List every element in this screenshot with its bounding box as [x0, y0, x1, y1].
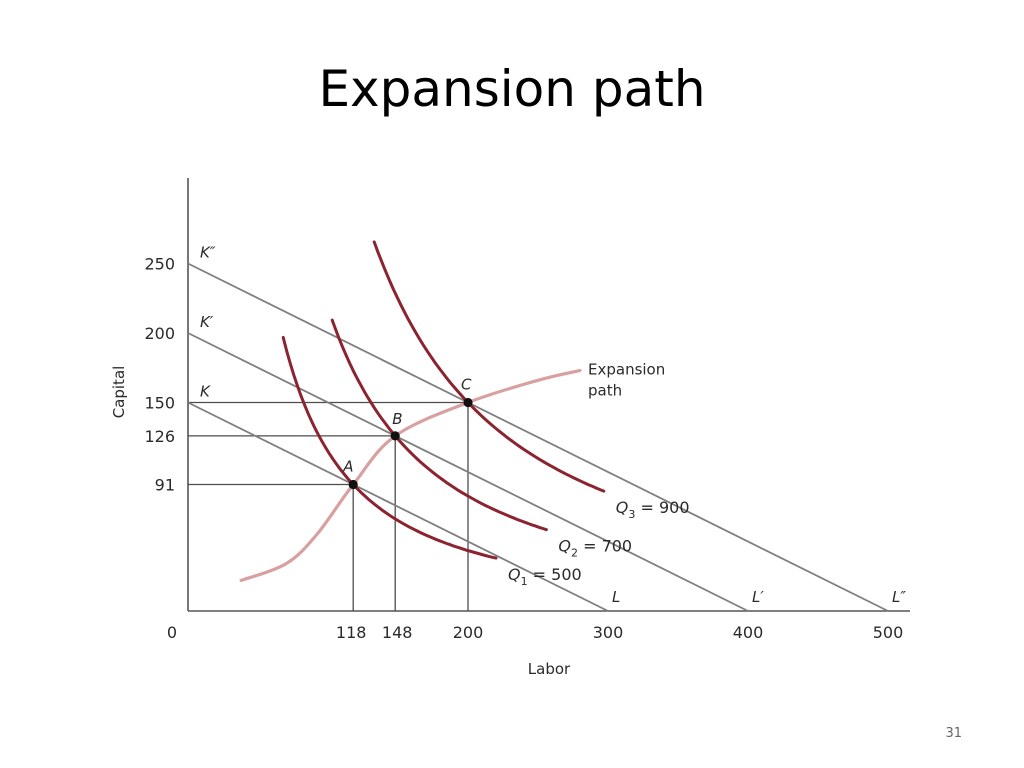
x-tick-label: 118: [336, 623, 367, 642]
drop-line: [188, 435, 396, 611]
equilibrium-points: [348, 397, 473, 490]
point-label-c: C: [461, 376, 472, 394]
drop-line: [188, 401, 469, 611]
expansion-path-group: [239, 368, 582, 583]
page-number: 31: [945, 726, 962, 741]
isocost-l-label: L″: [892, 588, 906, 606]
y-tick-label: 91: [155, 476, 175, 495]
isocost-line: [187, 401, 609, 612]
expansion-path-label: path: [588, 382, 622, 400]
y-tick-label: 150: [144, 394, 175, 413]
point-c: [463, 397, 473, 408]
origin-label: 0: [167, 623, 177, 642]
point-label-b: B: [392, 410, 402, 428]
x-tick-label: 200: [453, 623, 484, 642]
isoquant-label: Q3 = 900: [616, 498, 690, 521]
isoquant-curve: [330, 318, 548, 532]
x-tick-label: 148: [382, 623, 413, 642]
isocost-line: [187, 332, 749, 612]
drop-lines: [188, 401, 469, 611]
expansion-path-curve: [239, 368, 582, 583]
y-axis-title: Capital: [110, 366, 128, 419]
x-axis-title: Labor: [528, 660, 571, 678]
isocost-k-label: K′: [200, 313, 214, 331]
isocost-l-label: L′: [752, 588, 764, 606]
x-tick-label: 300: [593, 623, 624, 642]
point-label-a: A: [342, 458, 353, 476]
slide-title: Expansion path: [318, 60, 706, 118]
isoquant-curves: [281, 240, 606, 560]
isoquant-curve: [372, 240, 606, 493]
point-a: [348, 479, 358, 490]
x-tick-label: 400: [733, 623, 764, 642]
isoquant-curve: [281, 335, 498, 560]
expansion-path-label: Expansion: [588, 361, 665, 379]
chart-labels: K L K′ L′ K″ L″ Q1 = 500 Q2 = 700 Q3 = 900 Expans…: [200, 244, 906, 607]
isoquant-label: Q2 = 700: [558, 537, 632, 560]
isoquant-label: Q1 = 500: [508, 565, 582, 588]
axes: 0 118 148 200 300 400 500 91 126 150 200 250 Labor Ca…: [110, 178, 910, 678]
point-b: [390, 431, 400, 441]
y-tick-label: 200: [144, 324, 175, 343]
isocost-lines: [187, 262, 889, 612]
isocost-line: [187, 262, 889, 612]
isocost-k-label: K″: [200, 244, 216, 262]
y-tick-label: 126: [144, 427, 175, 446]
isocost-l-label: L: [612, 588, 620, 606]
x-tick-label: 500: [873, 623, 904, 642]
drop-line: [188, 483, 354, 611]
y-tick-label: 250: [144, 255, 175, 274]
isocost-k-label: K: [200, 383, 211, 401]
